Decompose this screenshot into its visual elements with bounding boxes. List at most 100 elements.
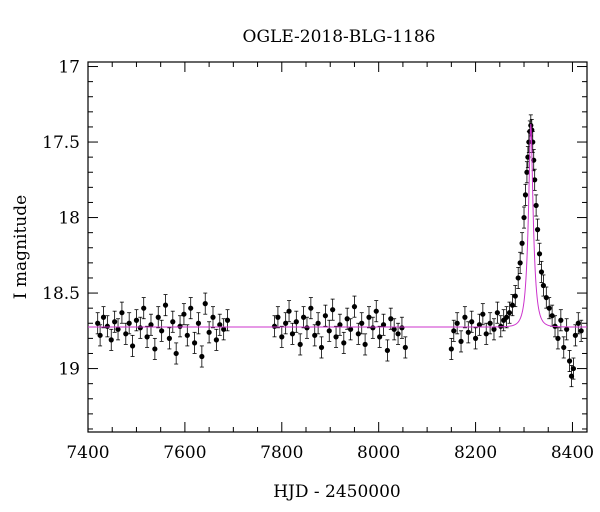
data-point xyxy=(108,337,114,343)
data-point xyxy=(355,331,361,337)
data-point xyxy=(519,240,525,246)
data-point xyxy=(213,337,219,343)
data-point xyxy=(570,365,577,372)
data-point xyxy=(330,307,336,313)
data-point xyxy=(491,326,497,332)
y-tick-label: 18 xyxy=(58,209,80,229)
data-point xyxy=(126,320,132,326)
data-point xyxy=(177,323,183,329)
data-point xyxy=(546,305,552,311)
data-point xyxy=(286,308,292,314)
data-point xyxy=(555,335,561,341)
data-point xyxy=(275,314,281,320)
data-point xyxy=(344,316,350,322)
x-tick-label: 8400 xyxy=(551,443,594,463)
data-point xyxy=(115,326,121,332)
data-point xyxy=(326,328,332,334)
plot-frame xyxy=(87,61,588,433)
data-point xyxy=(195,320,202,326)
data-point xyxy=(308,305,314,311)
data-point xyxy=(543,294,549,301)
error-bars xyxy=(95,114,584,388)
data-point xyxy=(191,340,198,346)
data-point xyxy=(469,319,475,325)
data-point xyxy=(451,328,457,334)
data-point xyxy=(540,282,546,289)
data-point xyxy=(300,314,307,320)
data-point xyxy=(568,373,575,379)
data-point xyxy=(97,332,103,338)
data-point xyxy=(202,301,208,307)
data-point xyxy=(373,308,379,314)
data-point xyxy=(159,328,165,334)
data-point xyxy=(152,346,158,352)
data-point xyxy=(483,331,489,337)
data-point xyxy=(462,314,468,320)
data-point xyxy=(119,310,125,316)
x-tick-label: 8200 xyxy=(454,443,497,463)
data-point xyxy=(112,319,118,325)
data-point xyxy=(561,344,567,351)
data-point xyxy=(566,358,573,364)
data-point xyxy=(337,322,343,328)
data-point xyxy=(512,293,518,299)
data-point xyxy=(162,302,169,308)
model-curve xyxy=(88,123,587,328)
data-point xyxy=(509,302,515,308)
data-point xyxy=(370,325,376,331)
data-point xyxy=(399,325,405,331)
data-point xyxy=(458,338,464,344)
data-point xyxy=(170,319,176,325)
data-point xyxy=(515,275,521,281)
data-point xyxy=(498,323,504,329)
data-point xyxy=(155,314,161,320)
data-point xyxy=(465,329,471,335)
data-point xyxy=(199,353,205,360)
data-point xyxy=(448,346,454,352)
data-point xyxy=(217,322,223,328)
data-point xyxy=(472,335,479,341)
x-axis-ticks xyxy=(87,62,573,432)
y-axis-ticks xyxy=(88,66,587,430)
data-point xyxy=(480,311,486,317)
x-axis-tick-labels: 7400 7600 7800 8000 8200 8400 xyxy=(66,443,594,463)
data-point xyxy=(377,334,383,340)
data-point xyxy=(517,260,523,266)
data-point xyxy=(188,305,194,311)
data-point xyxy=(521,214,527,221)
data-point xyxy=(575,320,581,326)
data-point xyxy=(524,169,530,175)
data-point xyxy=(283,320,289,326)
data-point xyxy=(494,310,500,316)
data-point xyxy=(395,331,401,337)
x-tick-label: 7800 xyxy=(260,443,303,463)
data-point xyxy=(279,334,285,340)
data-point xyxy=(366,314,372,320)
data-point xyxy=(315,320,321,326)
y-tick-label: 18.5 xyxy=(42,284,80,304)
data-point xyxy=(391,326,397,332)
data-point xyxy=(572,332,578,338)
data-point xyxy=(304,325,310,331)
y-axis-title: I magnitude xyxy=(11,195,31,299)
data-point xyxy=(578,328,584,334)
data-point xyxy=(359,320,365,326)
data-point xyxy=(100,314,107,320)
data-point xyxy=(351,304,358,310)
data-point xyxy=(558,317,564,323)
data-point xyxy=(402,344,408,351)
data-point xyxy=(549,313,555,319)
data-point xyxy=(347,326,354,332)
data-point xyxy=(564,326,570,332)
data-point xyxy=(362,341,368,348)
data-point xyxy=(224,317,231,323)
data-point xyxy=(166,335,172,341)
y-tick-label: 17.5 xyxy=(42,133,80,153)
data-point xyxy=(104,323,110,329)
data-point xyxy=(144,334,150,340)
plot-area: 7400 7600 7800 8000 8200 8400 17 17.5 18 18.5 19 xyxy=(42,58,594,463)
data-point xyxy=(293,319,299,325)
data-points xyxy=(95,122,584,379)
data-point xyxy=(289,331,296,337)
data-point xyxy=(388,316,394,322)
